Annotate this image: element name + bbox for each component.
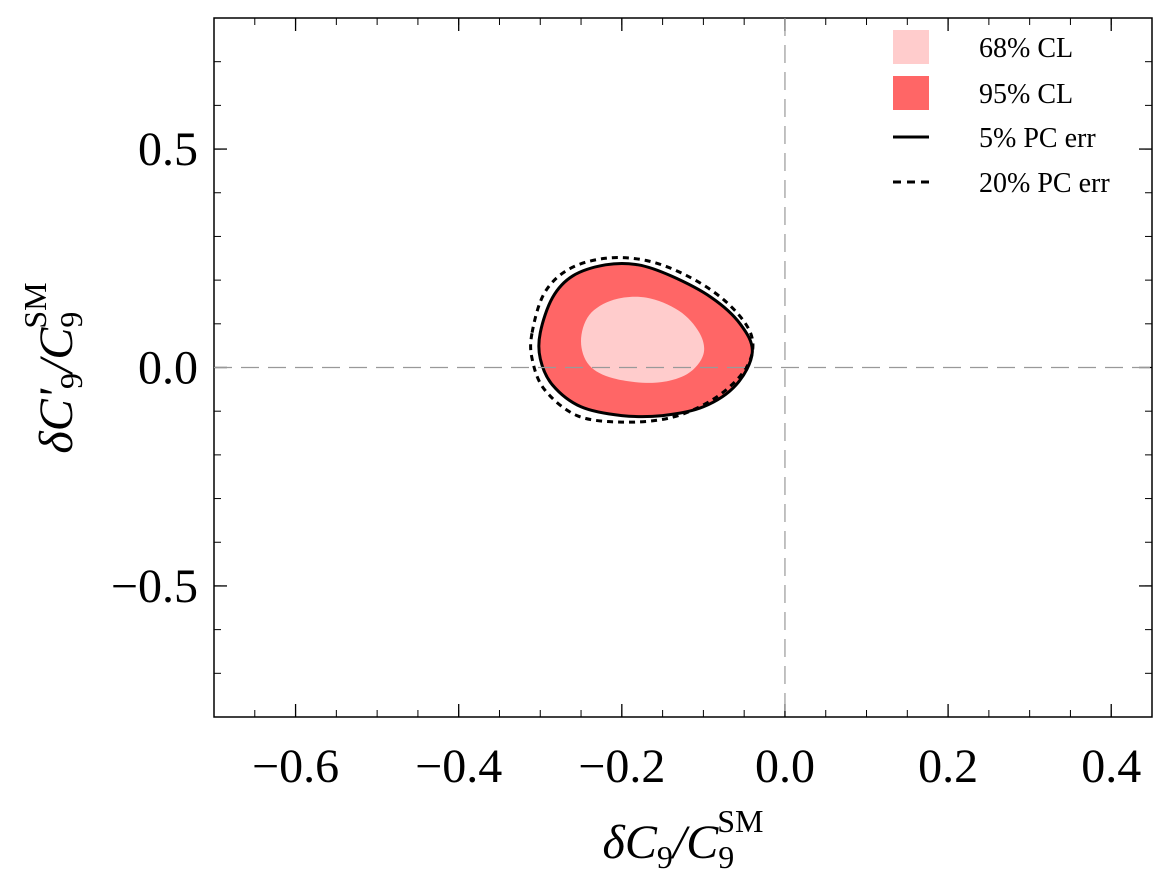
contour-5-pc-err: [537, 261, 754, 419]
reference-lines: [214, 18, 1152, 717]
legend-swatch: [893, 30, 929, 64]
y-tick-label: 0.0: [138, 342, 198, 395]
x-axis-title: δC9/C9SM: [603, 803, 764, 875]
x-tick-label: 0.2: [918, 740, 978, 793]
x-tick-label: 0.0: [755, 740, 815, 793]
x-tick-label: −0.2: [578, 740, 665, 793]
legend-label: 20% PC err: [979, 168, 1110, 199]
legend-swatch: [893, 76, 929, 110]
x-tick-label: −0.6: [252, 740, 339, 793]
legend-label: 95% CL: [979, 79, 1073, 110]
region-68-cl: [581, 296, 705, 383]
confidence-regions: [529, 256, 755, 424]
tick-labels: −0.6 −0.4 −0.2 0.0 0.2 0.4 0.5 0.0 −0.5: [111, 123, 1141, 793]
legend-label: 5% PC err: [979, 123, 1096, 154]
x-tick-label: −0.4: [415, 740, 502, 793]
legend: 68% CL 95% CL 5% PC err 20% PC err: [893, 30, 1110, 199]
y-axis-title: δC'9/C9SM: [17, 282, 89, 453]
y-tick-label: −0.5: [111, 560, 198, 613]
y-tick-label: 0.5: [138, 123, 198, 176]
x-tick-label: 0.4: [1081, 740, 1141, 793]
contour-20-pc-err: [529, 256, 755, 424]
legend-label: 68% CL: [979, 33, 1073, 64]
